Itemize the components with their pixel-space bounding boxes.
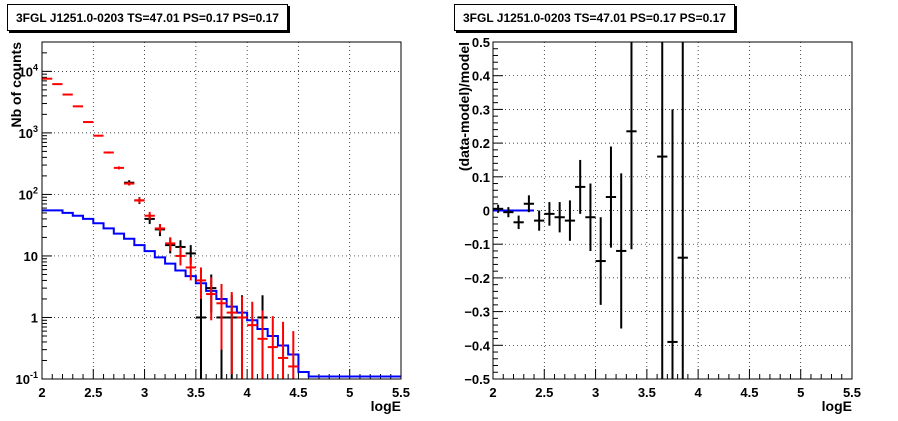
y-tick-label: −0.2 — [464, 271, 490, 286]
counts-panel: 3FGL J1251.0-0203 TS=47.01 PS=0.17 PS=0.… — [7, 4, 410, 414]
x-tick-label: 3.5 — [187, 385, 205, 400]
x-tick-label: 4 — [695, 385, 703, 400]
y-tick-label: 102 — [19, 185, 38, 202]
x-tick-label: 2.5 — [535, 385, 553, 400]
y-tick-label: −0.1 — [464, 237, 490, 252]
y-tick-label: 10-1 — [16, 370, 38, 387]
x-tick-label: 4 — [244, 385, 252, 400]
chart-title: 3FGL J1251.0-0203 TS=47.01 PS=0.17 PS=0.… — [7, 4, 288, 31]
x-tick-label: 4.5 — [740, 385, 758, 400]
chart-title: 3FGL J1251.0-0203 TS=47.01 PS=0.17 PS=0.… — [454, 4, 735, 31]
x-tick-label: 4.5 — [289, 385, 307, 400]
x-tick-label: 2.5 — [84, 385, 102, 400]
x-tick-label: 5.5 — [392, 385, 410, 400]
residuals-chart: 2 2.5 3 3.5 4 4.5 5 5.5 −0.5 −0.4 −0.3 −0.2 −0.1 0 0.1… — [456, 35, 861, 414]
y-tick-label: −0.4 — [464, 338, 490, 353]
y-tick-label: 0.5 — [472, 35, 490, 50]
y-axis-title: Nb of counts — [8, 42, 24, 128]
y-tick-label: 0.4 — [472, 69, 491, 84]
x-tick-label: 5 — [346, 385, 353, 400]
y-tick-label: 103 — [19, 124, 38, 141]
counts-chart: 2 2.5 3 3.5 4 4.5 5 5.5 10-1 1 10 102 103 104 logE Nb o… — [8, 41, 410, 414]
x-tick-label: 2 — [489, 385, 496, 400]
y-tick-label: 104 — [19, 62, 38, 79]
plot-frame — [492, 41, 853, 380]
y-tick-label: −0.5 — [464, 372, 490, 387]
y-axis-title: (data-model)/model — [456, 42, 472, 171]
x-axis-title: logE — [371, 398, 401, 414]
x-tick-label: 5 — [797, 385, 804, 400]
x-tick-label: 2 — [38, 385, 45, 400]
y-tick-label: 0.3 — [472, 102, 490, 117]
y-tick-label: 10 — [24, 249, 38, 264]
x-tick-label: 3 — [141, 385, 148, 400]
y-tick-label: 1 — [31, 310, 38, 325]
y-tick-label: 0.2 — [472, 136, 490, 151]
x-tick-label: 3 — [592, 385, 599, 400]
x-axis-title: logE — [822, 398, 852, 414]
x-tick-label: 3.5 — [638, 385, 656, 400]
y-tick-label: −0.3 — [464, 305, 490, 320]
plot-frame — [41, 41, 402, 380]
residuals-panel: 3FGL J1251.0-0203 TS=47.01 PS=0.17 PS=0.… — [449, 0, 898, 421]
y-tick-label: 0.1 — [472, 170, 490, 185]
y-tick-label: 0 — [483, 204, 490, 219]
x-tick-label: 5.5 — [843, 385, 861, 400]
background-model-line — [42, 209, 401, 378]
